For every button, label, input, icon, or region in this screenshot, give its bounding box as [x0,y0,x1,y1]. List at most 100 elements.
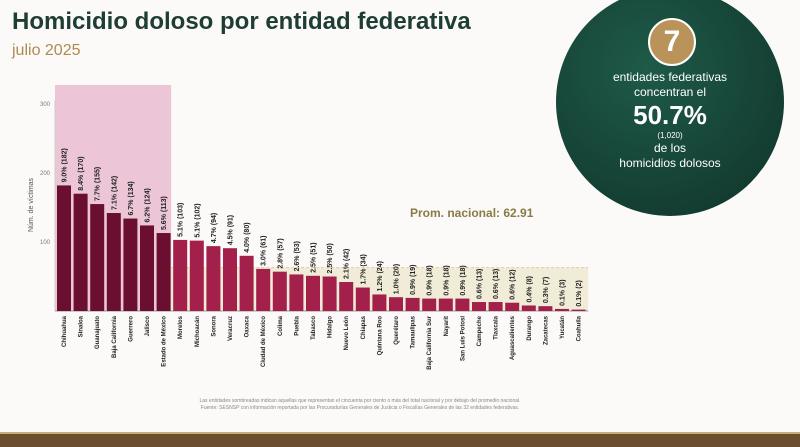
bar-aguascalientes [505,302,520,311]
bar-morelos [173,239,188,311]
callout-percent: 50.7% [633,100,707,130]
x-tick-label: Campeche [477,315,483,346]
data-label: 8.4% (170) [78,156,85,190]
bar-puebla [289,274,304,311]
data-label: 0.4% (8) [526,276,533,302]
bar-chiapas [355,287,370,311]
data-label: 0.9% (18) [427,265,434,295]
x-tick-label: Tabasco [311,316,317,340]
data-label: 7.7% (155) [95,167,102,201]
data-label: 4.0% (80) [244,222,251,252]
x-tick-label: Aguascalientes [510,315,516,360]
data-label: 5.6% (113) [161,196,168,230]
x-tick-label: Morelos [178,315,184,339]
bar-yucatán [555,308,569,311]
x-tick-label: Sinaloa [79,315,85,337]
x-tick-label: Tamaulipas [411,315,417,348]
bar-ciudad-de-méxico [256,268,271,311]
callout-count: (1,020) [657,131,683,140]
data-label: 7.1% (142) [111,176,118,210]
data-label: 0.9% (18) [443,265,450,295]
data-label: 2.8% (57) [277,238,284,268]
x-tick-label: Durango [527,316,533,341]
bar-campeche [472,302,486,311]
data-label: 5.1% (103) [178,203,185,237]
summary-callout: 7 entidades federativas concentran el 50.… [556,0,784,216]
data-label: 1.2% (24) [377,261,384,291]
data-label: 0.1% (3) [560,279,567,305]
x-tick-label: Coahuila [577,315,583,341]
bar-tabasco [306,275,320,311]
data-label: 2.5% (50) [327,243,334,273]
data-label: 0.6% (13) [493,269,500,299]
data-label: 4.5% (91) [228,215,235,245]
bar-chihuahua [57,185,71,311]
bar-jalisco [140,225,154,311]
x-tick-label: Chihuahua [62,315,68,347]
x-tick-label: Veracruz [228,316,234,341]
callout-text-2: de los homicidios dolosos [556,141,784,171]
page-title: Homicidio doloso por entidad federativa [12,8,471,35]
callout-text-1: entidades federativas concentran el [556,70,784,100]
bar-baja-california-sur [422,298,437,311]
x-tick-label: Querétaro [394,316,400,345]
bar-oaxaca [239,255,254,311]
x-tick-label: Guanajuato [95,316,101,349]
x-tick-label: Puebla [294,315,300,335]
bar-san-luis-potosí [455,298,470,311]
data-label: 0.6% (12) [510,269,517,299]
x-tick-label: Hidalgo [328,316,334,338]
x-tick-label: Estado de México [162,316,168,367]
data-label: 0.3% (7) [543,277,550,303]
x-tick-label: Colima [278,315,284,336]
x-tick-label: Yucatán [560,316,566,339]
y-tick-label: 100 [40,240,51,246]
bar-colima [272,271,287,311]
x-tick-label: Nayarit [444,316,450,336]
x-tick-label: Jalisco [145,316,151,337]
x-tick-label: Chiapas [361,315,367,339]
x-tick-label: Ciudad de México [261,316,267,367]
callout-line4: homicidios dolosos [619,156,721,170]
x-tick-label: Guerrero [128,316,134,342]
page-subtitle: julio 2025 [12,42,81,59]
x-tick-label: Baja California Sur [427,315,433,369]
x-tick-label: Zacatecas [543,315,549,345]
bar-sonora [206,246,221,311]
data-label: 1.0% (20) [394,264,401,294]
x-tick-label: Sonora [211,315,217,336]
bar-baja-california [106,213,121,311]
bar-querétaro [389,297,403,311]
data-label: 0.9% (19) [410,265,417,295]
data-label: 9.0% (182) [62,148,69,182]
data-label: 0.1% (2) [576,280,583,306]
x-tick-label: Tlaxcala [494,315,500,339]
callout-line1: entidades federativas [612,70,728,84]
callout-line3: de los [653,141,687,155]
bar-zacatecas [538,306,553,311]
y-tick-label: 300 [40,102,51,108]
bar-tlaxcala [488,302,503,311]
average-label: Prom. nacional: 62.91 [410,206,534,220]
bar-nayarit [438,298,453,311]
x-tick-label: Nuevo León [344,316,350,351]
bottom-bar [0,432,800,447]
footnote: Las entidades sombreadas indican aquella… [100,398,620,412]
y-tick-label: 200 [40,171,51,177]
bar-michoacán [189,240,204,311]
bar-guanajuato [90,204,105,311]
data-label: 2.1% (42) [344,249,351,279]
y-axis-label: Núm. de víctimas [28,177,35,232]
bar-veracruz [223,248,237,311]
data-label: 5.1% (102) [194,203,201,237]
x-tick-label: Michoacán [195,316,201,347]
data-label: 2.5% (51) [311,242,318,272]
data-label: 1.7% (34) [360,254,367,284]
x-tick-label: Baja California [112,315,118,358]
x-tick-label: Quintana Roo [377,316,383,356]
bar-guerrero [123,218,138,311]
bar-tamaulipas [405,297,420,311]
data-label: 3.0% (61) [261,236,268,266]
bar-hidalgo [322,276,337,311]
callout-line2: concentran el [633,85,707,99]
